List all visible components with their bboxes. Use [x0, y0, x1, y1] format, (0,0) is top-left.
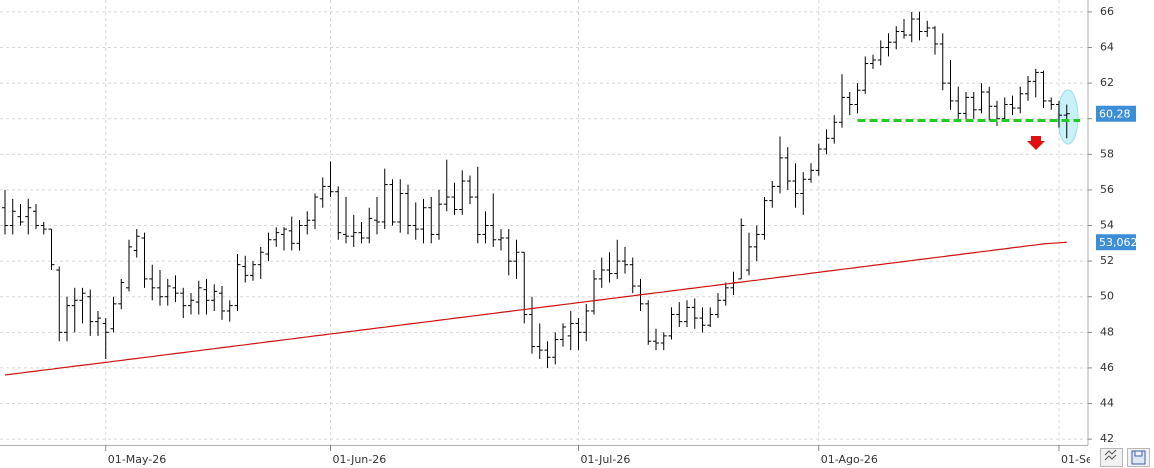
last-average-label: 53,062	[1099, 236, 1138, 249]
last-price-label-box	[1096, 105, 1136, 122]
y-tick-label: 56	[1100, 183, 1114, 196]
data-layer	[2, 11, 1080, 376]
y-tick-label: 62	[1100, 76, 1114, 89]
y-tick-label: 42	[1100, 432, 1114, 445]
zoom-icon	[1104, 449, 1117, 461]
y-tick-label: 64	[1100, 41, 1114, 54]
y-tick-label: 54	[1100, 219, 1114, 232]
grid-layer	[0, 0, 1088, 445]
y-tick-label: 44	[1100, 397, 1114, 410]
zoom-button-box[interactable]	[1100, 448, 1123, 467]
save-button[interactable]	[1127, 448, 1150, 467]
x-tick-label: 01-Jul-26	[581, 453, 631, 466]
axis-layer: 4244464850525456586062646601-May-2601-Ju…	[105, 5, 1138, 466]
y-tick-label: 52	[1100, 254, 1114, 267]
x-tick-label: 01-Se	[1061, 453, 1093, 466]
y-tick-label: 66	[1100, 5, 1114, 18]
last-average-label-box	[1096, 234, 1136, 251]
highlight-ellipse	[1057, 89, 1079, 145]
x-tick-label: 01-Ago-26	[821, 453, 878, 466]
save-icon	[1131, 450, 1146, 465]
y-tick-label: 46	[1100, 361, 1114, 374]
y-tick-label: 48	[1100, 325, 1114, 338]
down-arrow	[1027, 136, 1045, 150]
x-tick-label: 01-May-26	[108, 453, 166, 466]
zoom-button[interactable]	[1100, 448, 1123, 467]
y-tick-label: 58	[1100, 147, 1114, 160]
moving-average-line	[4, 241, 1067, 376]
last-price-label: 60,28	[1099, 108, 1131, 121]
x-tick-label: 01-Jun-26	[333, 453, 387, 466]
y-tick-label: 50	[1100, 290, 1114, 303]
